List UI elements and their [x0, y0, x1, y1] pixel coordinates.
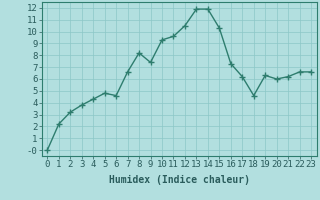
X-axis label: Humidex (Indice chaleur): Humidex (Indice chaleur) [109, 175, 250, 185]
